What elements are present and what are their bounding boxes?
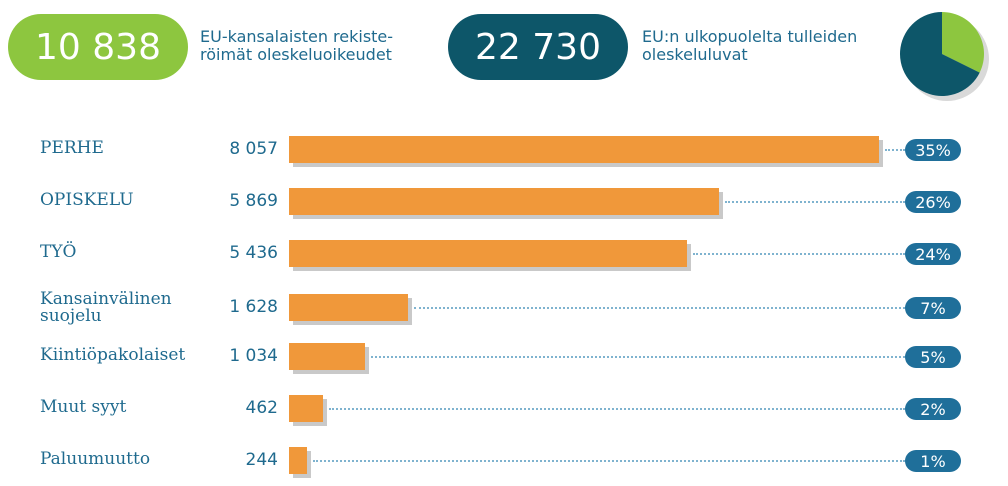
- bar: [289, 136, 879, 163]
- share-label: 1%: [905, 450, 961, 472]
- category-label: PERHE: [40, 138, 104, 158]
- pie-slice: [942, 12, 984, 73]
- pie-slice: [900, 12, 980, 96]
- value-label: 5 436: [229, 243, 278, 263]
- category-label: Kiintiöpakolaiset: [40, 345, 186, 365]
- summary-number: 10 838: [8, 14, 188, 80]
- share-label: 5%: [905, 346, 961, 368]
- category-label: TYÖ: [40, 242, 77, 262]
- summary-text: oleskeluluvat: [642, 45, 748, 64]
- leader-line: [693, 253, 905, 255]
- bar: [289, 188, 719, 215]
- leader-line: [312, 460, 905, 462]
- share-label: 26%: [905, 191, 961, 213]
- share-label: 35%: [905, 139, 961, 161]
- bar: [289, 395, 323, 422]
- bar: [289, 294, 409, 321]
- summary-text: EU-kansalaisten rekiste-: [200, 27, 394, 46]
- value-label: 462: [245, 398, 278, 418]
- value-label: 5 869: [229, 191, 278, 211]
- summary-text: EU:n ulkopuolelta tulleiden: [642, 27, 858, 46]
- bar: [289, 447, 307, 474]
- value-label: 8 057: [229, 139, 278, 159]
- value-label: 1 628: [229, 297, 278, 317]
- leader-line: [724, 201, 905, 203]
- pie-chart: [900, 12, 989, 101]
- category-label: Muut syyt: [40, 397, 127, 417]
- category-label: Kansainvälinen suojelu: [40, 289, 172, 326]
- share-label: 2%: [905, 398, 961, 420]
- leader-line: [414, 307, 905, 309]
- share-label: 7%: [905, 297, 961, 319]
- summary-number: 22 730: [448, 14, 628, 80]
- leader-line: [885, 149, 905, 151]
- summary-text: röimät oleskeluoikeudet: [200, 45, 392, 64]
- category-label: Paluumuutto: [40, 449, 151, 469]
- bar: [289, 343, 365, 370]
- category-label: OPISKELU: [40, 190, 134, 210]
- share-label: 24%: [905, 243, 961, 265]
- leader-line: [328, 408, 905, 410]
- value-label: 244: [245, 450, 278, 470]
- value-label: 1 034: [229, 346, 278, 366]
- bar: [289, 240, 688, 267]
- leader-line: [370, 356, 905, 358]
